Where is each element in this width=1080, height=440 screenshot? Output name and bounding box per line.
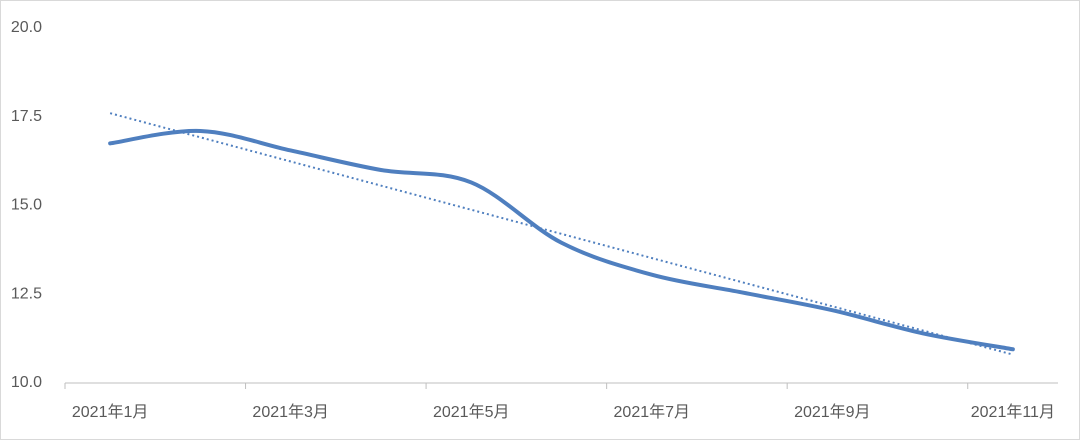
y-tick-label: 17.5 [11, 108, 42, 125]
y-tick-label: 15.0 [11, 197, 42, 214]
x-tick-label: 2021年7月 [614, 403, 691, 421]
y-tick-label: 12.5 [11, 285, 42, 302]
x-tick-label: 2021年1月 [72, 403, 149, 421]
x-tick-label: 2021年11月 [971, 403, 1055, 421]
x-tick-label: 2021年5月 [433, 403, 510, 421]
y-tick-label: 10.0 [11, 374, 42, 391]
y-tick-label: 20.0 [11, 19, 42, 36]
line-series [108, 128, 1015, 352]
trendline [109, 112, 1014, 356]
x-tick-label: 2021年9月 [794, 403, 871, 421]
x-tick-label: 2021年3月 [252, 403, 329, 421]
